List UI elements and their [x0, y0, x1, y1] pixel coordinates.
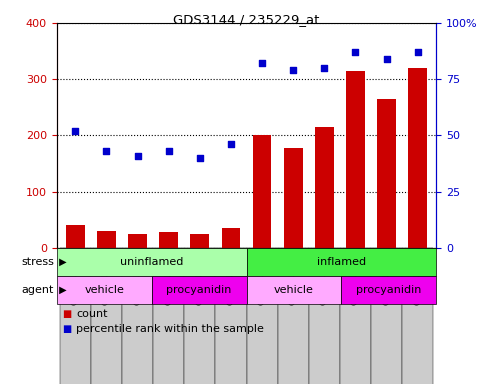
- Bar: [253, 136, 271, 248]
- Bar: [408, 68, 427, 248]
- Bar: [122, 248, 153, 384]
- Bar: [284, 148, 303, 248]
- Bar: [152, 276, 246, 304]
- Bar: [57, 276, 152, 304]
- Bar: [371, 248, 402, 384]
- Bar: [340, 248, 371, 384]
- Text: GDS3144 / 235229_at: GDS3144 / 235229_at: [174, 13, 319, 26]
- Text: vehicle: vehicle: [84, 285, 124, 295]
- Text: uninflamed: uninflamed: [120, 257, 183, 267]
- Bar: [91, 248, 122, 384]
- Point: [414, 49, 422, 55]
- Bar: [402, 248, 433, 384]
- Text: percentile rank within the sample: percentile rank within the sample: [76, 324, 264, 334]
- Point: [196, 155, 204, 161]
- Bar: [184, 248, 215, 384]
- Bar: [153, 248, 184, 384]
- Point: [103, 148, 110, 154]
- Point: [165, 148, 173, 154]
- Bar: [246, 276, 341, 304]
- Bar: [97, 231, 116, 248]
- Bar: [222, 228, 240, 248]
- Point: [258, 60, 266, 66]
- Text: ▶: ▶: [56, 285, 67, 295]
- Bar: [315, 127, 334, 248]
- Text: procyanidin: procyanidin: [166, 285, 232, 295]
- Text: ■: ■: [63, 310, 72, 319]
- Bar: [57, 248, 246, 276]
- Text: ▶: ▶: [56, 257, 67, 267]
- Text: agent: agent: [22, 285, 54, 295]
- Bar: [60, 248, 91, 384]
- Bar: [159, 232, 178, 248]
- Text: count: count: [76, 310, 108, 319]
- Point: [134, 152, 141, 159]
- Text: vehicle: vehicle: [274, 285, 314, 295]
- Bar: [66, 225, 85, 248]
- Point: [320, 65, 328, 71]
- Bar: [309, 248, 340, 384]
- Text: inflamed: inflamed: [317, 257, 366, 267]
- Text: stress: stress: [21, 257, 54, 267]
- Point: [383, 56, 390, 62]
- Bar: [341, 276, 436, 304]
- Bar: [278, 248, 309, 384]
- Bar: [190, 233, 209, 248]
- Bar: [128, 233, 147, 248]
- Bar: [246, 248, 436, 276]
- Text: procyanidin: procyanidin: [356, 285, 422, 295]
- Text: ■: ■: [63, 324, 72, 334]
- Point: [352, 49, 359, 55]
- Bar: [215, 248, 246, 384]
- Point: [289, 67, 297, 73]
- Point: [71, 128, 79, 134]
- Bar: [346, 71, 365, 248]
- Bar: [246, 248, 278, 384]
- Bar: [377, 99, 396, 248]
- Point: [227, 141, 235, 147]
